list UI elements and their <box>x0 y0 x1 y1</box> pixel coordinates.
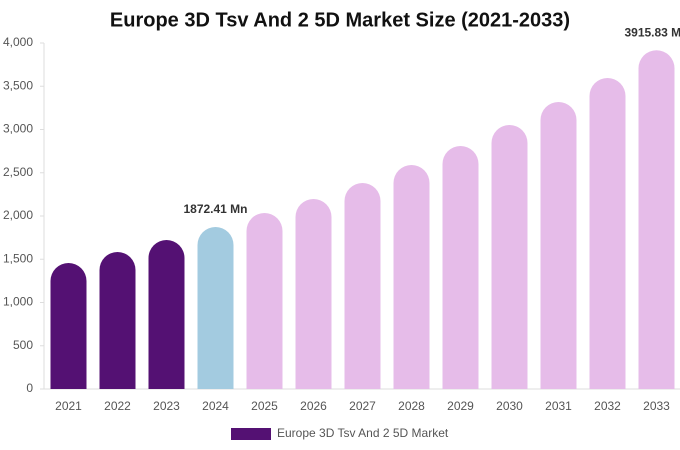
bar <box>50 262 87 389</box>
y-tick-label: 500 <box>13 338 33 352</box>
x-tick-label: 2021 <box>55 399 82 413</box>
x-tick-label: 2029 <box>447 399 474 413</box>
y-tick-label: 2,000 <box>3 208 33 222</box>
x-tick-label: 2026 <box>300 399 327 413</box>
bar <box>148 239 185 389</box>
bar <box>540 101 577 390</box>
legend-label: Europe 3D Tsv And 2 5D Market <box>277 426 449 440</box>
x-tick-label: 2024 <box>202 399 229 413</box>
bar <box>589 78 626 389</box>
x-tick-label: 2033 <box>643 399 670 413</box>
bar <box>295 198 332 389</box>
bar <box>197 227 234 389</box>
bar <box>442 146 479 389</box>
x-tick-label: 2031 <box>545 399 572 413</box>
x-tick-label: 2027 <box>349 399 376 413</box>
bar <box>246 212 283 389</box>
x-tick-label: 2023 <box>153 399 180 413</box>
value-label: 3915.83 Mn <box>624 25 680 39</box>
bar <box>344 182 381 389</box>
legend-swatch <box>231 428 271 440</box>
x-tick-label: 2032 <box>594 399 621 413</box>
x-tick-label: 2022 <box>104 399 131 413</box>
x-tick-label: 2028 <box>398 399 425 413</box>
value-label: 1872.41 Mn <box>183 202 247 216</box>
bar <box>99 251 136 389</box>
y-tick-label: 1,000 <box>3 295 33 309</box>
chart-title: Europe 3D Tsv And 2 5D Market Size (2021… <box>110 9 570 31</box>
y-tick-label: 3,500 <box>3 78 33 92</box>
bar <box>393 164 430 389</box>
y-tick-label: 2,500 <box>3 165 33 179</box>
y-tick-label: 4,000 <box>3 35 33 49</box>
y-tick-label: 3,000 <box>3 122 33 136</box>
bar <box>638 50 675 390</box>
y-tick-label: 0 <box>26 381 33 395</box>
y-tick-label: 1,500 <box>3 251 33 265</box>
bar <box>491 125 528 389</box>
x-tick-label: 2025 <box>251 399 278 413</box>
x-tick-label: 2030 <box>496 399 523 413</box>
